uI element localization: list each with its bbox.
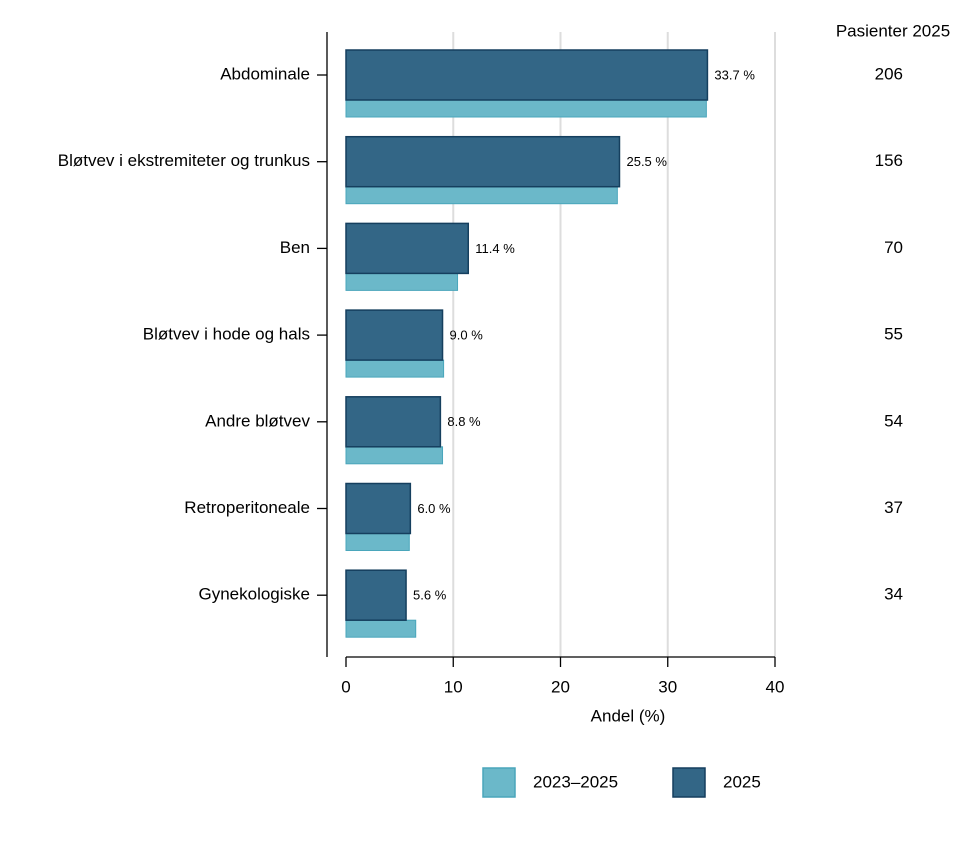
y-tick-label: Gynekologiske	[198, 585, 310, 604]
bar	[345, 49, 709, 101]
value-label: 11.4 %	[475, 241, 515, 256]
patient-count: 54	[884, 411, 903, 430]
y-tick-label: Bløtvev i ekstremiteter og trunkus	[58, 151, 310, 170]
bar	[345, 482, 412, 535]
y-tick-label: Andre bløtvev	[205, 411, 310, 430]
patient-count: 156	[875, 151, 903, 170]
x-axis-label: Andel (%)	[591, 706, 666, 725]
patient-count: 206	[875, 64, 903, 83]
bar	[345, 309, 444, 361]
bar	[345, 569, 407, 621]
bar	[345, 99, 707, 118]
y-tick-label: Bløtvev i hode og hals	[143, 325, 310, 344]
bar	[345, 396, 442, 448]
patient-count: 37	[884, 498, 903, 517]
bar	[345, 186, 618, 205]
value-label: 6.0 %	[417, 501, 451, 516]
bar	[345, 222, 470, 275]
bar	[345, 135, 621, 188]
value-label: 25.5 %	[626, 154, 667, 169]
patient-count: 55	[884, 325, 903, 344]
bar	[345, 272, 459, 291]
x-tick-label: 30	[658, 677, 677, 696]
x-tick-label: 10	[444, 677, 463, 696]
y-tick-label: Abdominale	[220, 64, 310, 83]
patient-count: 34	[884, 585, 903, 604]
value-label: 33.7 %	[714, 67, 755, 82]
legend-label: 2025	[723, 772, 761, 791]
value-label: 9.0 %	[450, 328, 484, 343]
x-tick-label: 0	[341, 677, 350, 696]
value-label: 8.8 %	[447, 414, 481, 429]
patient-count: 70	[884, 238, 903, 257]
y-tick-label: Retroperitoneale	[184, 498, 310, 517]
legend-swatch	[672, 767, 706, 798]
value-label: 5.6 %	[413, 588, 447, 603]
bar	[345, 359, 445, 378]
bar	[345, 619, 417, 638]
legend-swatch	[482, 767, 516, 798]
x-tick-label: 20	[551, 677, 570, 696]
y-tick-label: Ben	[280, 238, 310, 257]
patients-header: Pasienter 2025	[836, 21, 950, 40]
bar	[345, 533, 410, 551]
x-tick-label: 40	[766, 677, 785, 696]
legend-label: 2023–2025	[533, 772, 618, 791]
bar	[345, 446, 444, 465]
